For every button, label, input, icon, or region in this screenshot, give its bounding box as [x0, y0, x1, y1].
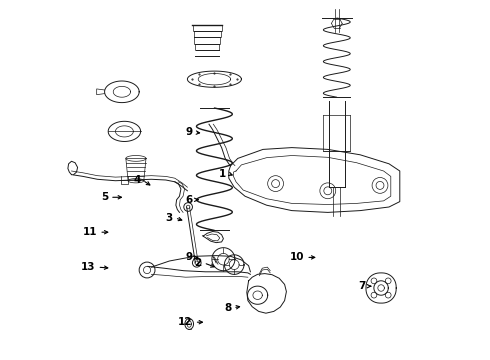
Text: 4: 4 — [133, 175, 141, 185]
Text: 5: 5 — [101, 192, 108, 202]
Text: 3: 3 — [166, 213, 173, 223]
Text: 6: 6 — [186, 195, 193, 205]
Text: 12: 12 — [178, 317, 193, 327]
Text: 10: 10 — [290, 252, 304, 262]
Text: 11: 11 — [83, 227, 98, 237]
Text: 9: 9 — [186, 252, 193, 262]
Text: 7: 7 — [358, 281, 366, 291]
Text: 2: 2 — [195, 258, 202, 268]
Text: 8: 8 — [224, 303, 231, 313]
Text: 13: 13 — [81, 262, 96, 272]
Text: 1: 1 — [219, 168, 226, 179]
Text: 9: 9 — [186, 127, 193, 138]
